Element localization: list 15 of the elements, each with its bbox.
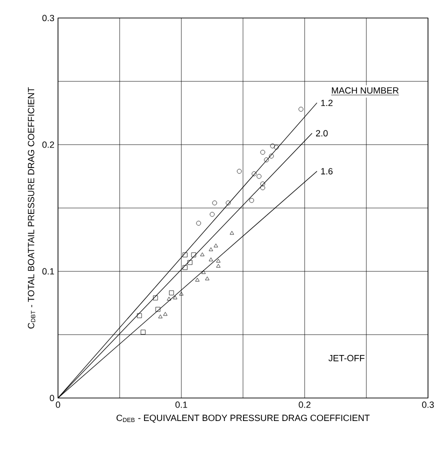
- x-tick-label: 0: [56, 402, 60, 408]
- y-axis-title: C$_{DBT}$ - TOTAL BOATTAIL PRESSURE DRAG COEFFICIENT: [28, 87, 36, 329]
- x-tick-label: 0.1: [175, 402, 188, 408]
- series-label: 1.6: [321, 168, 333, 174]
- legend-title: MACH NUMBER: [332, 87, 399, 94]
- y-tick-label: 0.3: [42, 14, 54, 22]
- series-label: 2.0: [316, 130, 328, 136]
- x-tick-label: 0.3: [422, 402, 434, 408]
- series-label: 1.2: [321, 100, 333, 106]
- y-tick-label: 0: [50, 394, 54, 402]
- x-tick-label: 0.2: [298, 402, 310, 408]
- y-tick-label: 0.1: [42, 268, 54, 275]
- x-axis-title: C$_{DEB}$ - EQUIVALENT BODY PRESSURE DRAG COEFFICIENT: [116, 414, 370, 423]
- y-tick-label: 0.2: [42, 141, 54, 148]
- annotation: JET-OFF: [328, 354, 364, 362]
